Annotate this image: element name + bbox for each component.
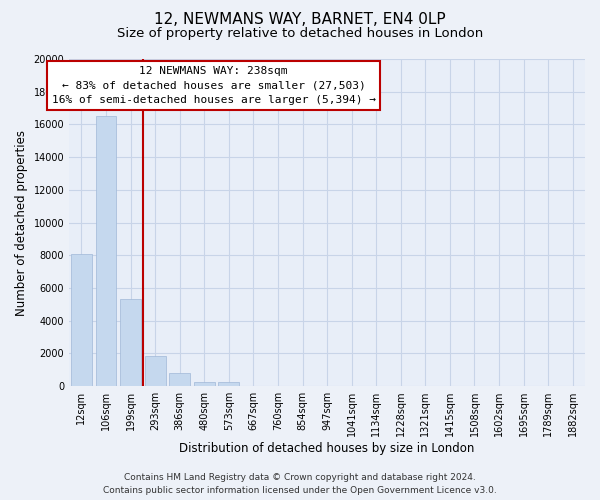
- Bar: [71, 254, 92, 386]
- Bar: [169, 373, 190, 386]
- Bar: [145, 356, 166, 386]
- X-axis label: Distribution of detached houses by size in London: Distribution of detached houses by size …: [179, 442, 475, 455]
- Bar: [95, 116, 116, 386]
- Y-axis label: Number of detached properties: Number of detached properties: [15, 130, 28, 316]
- Text: 12, NEWMANS WAY, BARNET, EN4 0LP: 12, NEWMANS WAY, BARNET, EN4 0LP: [154, 12, 446, 28]
- Text: 12 NEWMANS WAY: 238sqm
← 83% of detached houses are smaller (27,503)
16% of semi: 12 NEWMANS WAY: 238sqm ← 83% of detached…: [52, 66, 376, 105]
- Bar: [194, 382, 215, 386]
- Text: Contains HM Land Registry data © Crown copyright and database right 2024.
Contai: Contains HM Land Registry data © Crown c…: [103, 474, 497, 495]
- Bar: [218, 382, 239, 386]
- Bar: [120, 300, 141, 386]
- Text: Size of property relative to detached houses in London: Size of property relative to detached ho…: [117, 28, 483, 40]
